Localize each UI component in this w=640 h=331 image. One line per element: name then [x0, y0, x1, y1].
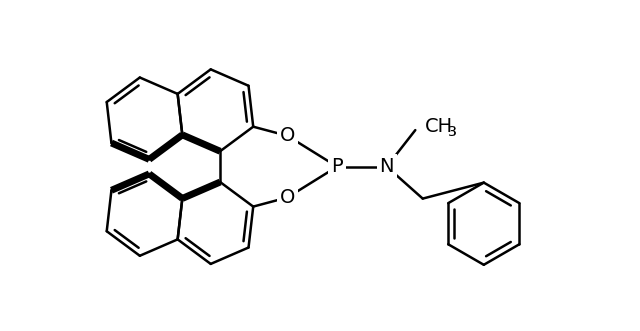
Text: N: N: [380, 157, 394, 176]
Text: P: P: [332, 157, 343, 176]
Text: P: P: [332, 157, 343, 176]
Text: CH: CH: [424, 117, 452, 136]
Text: O: O: [280, 126, 295, 145]
Text: 3: 3: [449, 125, 457, 139]
Text: CH: CH: [424, 117, 452, 136]
Text: 3: 3: [449, 125, 457, 139]
Text: O: O: [280, 126, 295, 145]
Text: N: N: [380, 157, 394, 176]
Text: O: O: [280, 188, 295, 207]
Text: O: O: [280, 188, 295, 207]
